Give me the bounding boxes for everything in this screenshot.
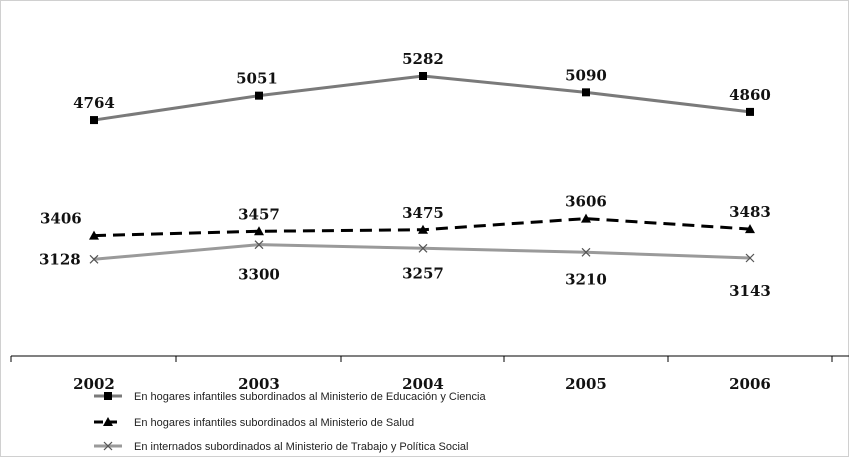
series-line (93, 74, 751, 122)
legend-entry: En hogares infantiles subordinados al Mi… (94, 417, 414, 429)
data-point (581, 247, 591, 257)
data-point (90, 116, 98, 125)
data-point (745, 253, 755, 263)
data-point (582, 88, 590, 97)
legend-marker (104, 392, 112, 400)
legend-entry: En internados subordinados al Ministerio… (94, 441, 468, 453)
marker-stroke (745, 253, 755, 263)
data-point (419, 72, 427, 80)
x-tick-label: 2006 (729, 375, 771, 393)
x-tick-label: 2005 (565, 375, 607, 393)
data-point (418, 224, 428, 234)
data-point (255, 91, 263, 100)
data-label: 5090 (565, 66, 607, 84)
data-label: 3475 (402, 204, 444, 222)
marker-stroke (103, 441, 113, 451)
legend-marker (103, 441, 113, 451)
data-label: 3300 (238, 266, 280, 284)
data-point (89, 230, 99, 240)
x-tick-label: 2002 (73, 375, 115, 393)
data-point (89, 254, 99, 264)
x-tick-label: 2004 (402, 375, 444, 393)
marker-stroke (89, 254, 99, 264)
marker-stroke (581, 247, 591, 257)
data-label: 4764 (73, 94, 115, 112)
marker-stroke (254, 240, 264, 250)
data-point (746, 107, 754, 116)
legend-label: En hogares infantiles subordinados al Mi… (134, 417, 414, 429)
data-point (418, 243, 428, 253)
data-label: 3143 (729, 282, 771, 300)
data-label: 3457 (238, 205, 280, 223)
legend-marker (103, 417, 113, 426)
data-label: 5282 (402, 50, 444, 68)
data-point (581, 213, 591, 223)
data-point (254, 226, 264, 236)
series-layer (89, 72, 755, 264)
data-label: 3128 (39, 250, 81, 268)
data-point (254, 240, 264, 250)
marker-stroke (418, 243, 428, 253)
legend-label: En internados subordinados al Ministerio… (134, 441, 468, 453)
legend-label: En hogares infantiles subordinados al Mi… (134, 391, 486, 403)
label-layer: 4764 5051 5282 5090 4860 3406 3457 3475 3606 3483… (39, 50, 771, 300)
data-label: 3210 (565, 270, 607, 288)
data-point (745, 224, 755, 234)
legend-entry: En hogares infantiles subordinados al Mi… (94, 391, 486, 403)
x-tick-label: 2003 (238, 375, 280, 393)
data-label: 3406 (40, 210, 82, 228)
data-label: 3483 (729, 203, 771, 221)
data-label: 5051 (236, 70, 278, 88)
data-label: 3606 (565, 193, 607, 211)
data-label: 4860 (729, 86, 771, 104)
data-label: 3257 (402, 264, 444, 282)
legend: En hogares infantiles subordinados al Mi… (94, 391, 486, 453)
axis-layer: 2002 2003 2004 2005 2006 (10, 355, 849, 393)
